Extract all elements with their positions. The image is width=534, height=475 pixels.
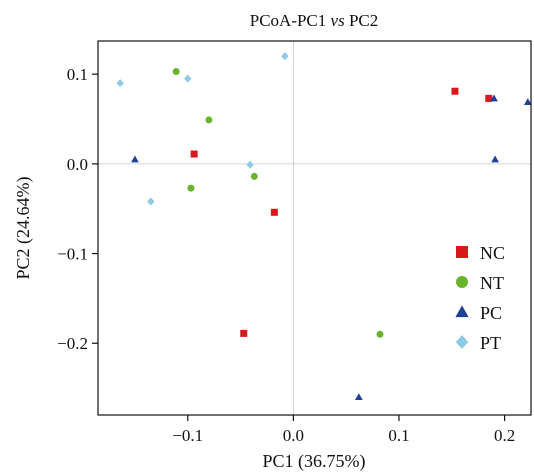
legend-label-nc: NC [480, 243, 505, 263]
data-point-nc [191, 151, 198, 158]
data-point-pt [117, 79, 124, 87]
y-tick-label: 0.1 [67, 65, 88, 84]
x-tick-label: 0.1 [388, 426, 409, 445]
data-point-pt [147, 198, 154, 206]
legend-label-pc: PC [480, 303, 502, 323]
plot-frame [98, 41, 531, 415]
y-tick-label: 0.0 [67, 155, 88, 174]
x-tick-label: 0.0 [283, 426, 304, 445]
y-tick-label: −0.2 [57, 334, 88, 353]
legend-marker-nc [456, 246, 468, 258]
data-point-nc [240, 330, 247, 337]
chart-title: PCoA-PC1 vs PC2 [250, 11, 379, 30]
chart-title-prefix: PCoA-PC1 [250, 11, 331, 30]
data-point-pc [355, 393, 363, 400]
data-point-nc [451, 88, 458, 95]
data-point-nt [205, 116, 212, 123]
data-point-nt [173, 68, 180, 75]
x-axis-label: PC1 (36.75%) [263, 451, 366, 472]
legend-marker-pt [456, 335, 469, 349]
y-axis-label: PC2 (24.64%) [13, 176, 34, 279]
y-tick-label: −0.1 [57, 245, 88, 264]
data-point-nc [271, 209, 278, 216]
data-point-nt [251, 173, 258, 180]
legend-marker-pc [455, 305, 468, 317]
data-point-pt [246, 161, 253, 169]
data-points [117, 52, 532, 400]
legend-label-nt: NT [480, 273, 504, 293]
legend-label-pt: PT [480, 333, 501, 353]
data-point-pt [184, 75, 191, 83]
legend-marker-nt [456, 276, 468, 288]
data-point-nt [376, 331, 383, 338]
zero-lines [98, 41, 531, 415]
chart-title-italic: vs [331, 11, 346, 30]
x-tick-label: −0.1 [172, 426, 203, 445]
data-point-pt [281, 52, 288, 60]
axis-ticks: −0.1 0.0 0.1 0.2 0.1 0.0 −0.1 −0.2 [57, 65, 515, 445]
data-point-pc [491, 156, 499, 163]
data-point-pc [131, 156, 139, 163]
x-tick-label: 0.2 [494, 426, 515, 445]
legend: NC NT PC PT [455, 243, 505, 353]
chart-title-suffix: PC2 [345, 11, 379, 30]
data-point-nt [187, 185, 194, 192]
